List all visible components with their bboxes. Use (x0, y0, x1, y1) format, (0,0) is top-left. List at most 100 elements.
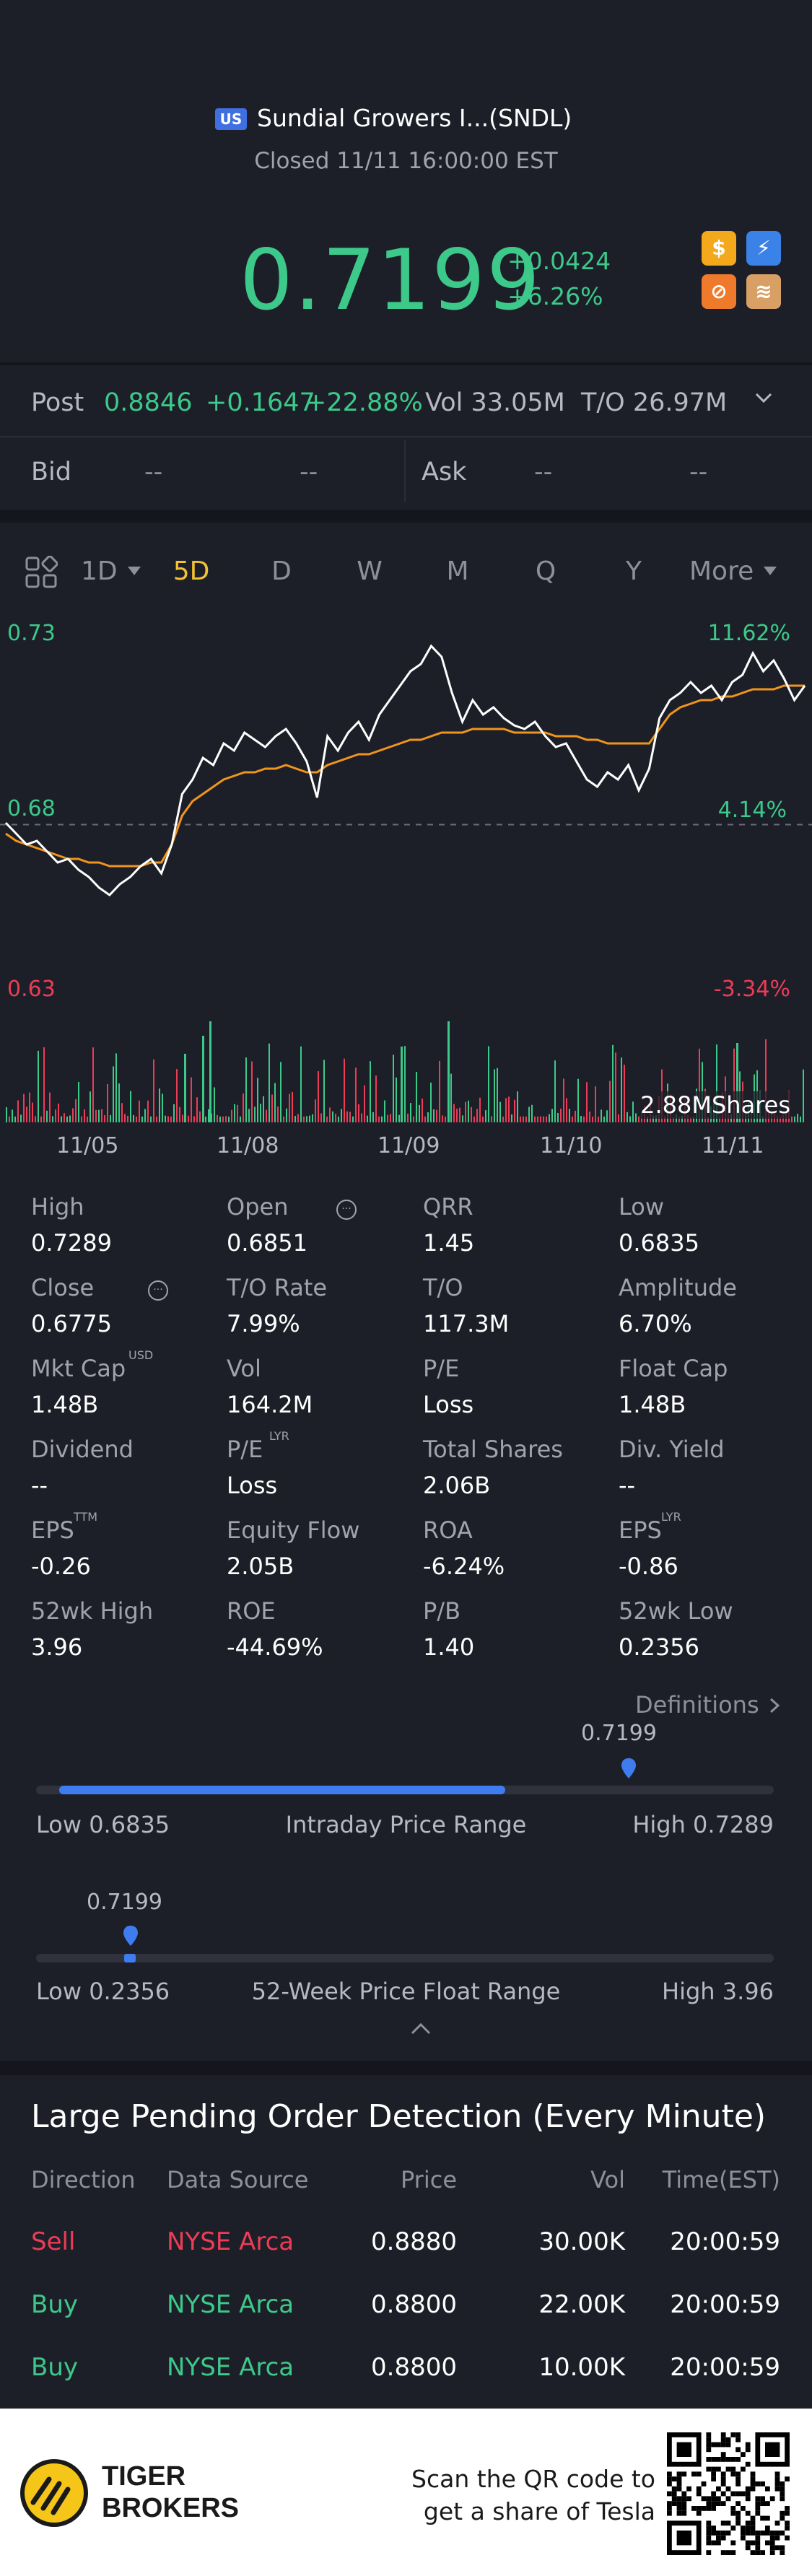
volume-bar (540, 1116, 541, 1122)
volume-bar (193, 1116, 195, 1122)
volume-bar (531, 1104, 533, 1122)
volume-bar (627, 1112, 628, 1122)
stat-label: 52wk Low (619, 1597, 733, 1625)
volume-bar (404, 1046, 406, 1122)
no-margin-icon[interactable]: ⊘ (702, 274, 736, 309)
week52-low: Low 0.2356 (36, 1978, 170, 2005)
volume-bar (407, 1113, 409, 1122)
volume-bar (121, 1103, 123, 1122)
volume-bar (329, 1107, 331, 1122)
volume-bar (364, 1085, 365, 1122)
volume-bar (159, 1088, 160, 1122)
price-line (4, 644, 806, 896)
stat-value: 3.96 (31, 1633, 83, 1661)
tab-m[interactable]: M (446, 556, 469, 586)
volume-bar (716, 1044, 717, 1122)
tab-d[interactable]: D (271, 556, 292, 586)
volume-bar (612, 1044, 614, 1122)
volume-bar (765, 1039, 767, 1122)
footer-cta-line1: Scan the QR code to (411, 2465, 655, 2493)
volume-bar (323, 1060, 325, 1122)
volume-bar (170, 1116, 172, 1122)
dollar-icon[interactable]: $ (702, 231, 736, 266)
volume-bar (228, 1116, 230, 1122)
x-label-1110: 11/10 (540, 1133, 603, 1158)
stat-label: High (31, 1193, 84, 1221)
tab-1d[interactable]: 1D (81, 556, 118, 586)
interval-caret-icon[interactable] (128, 567, 141, 575)
volume-bar (494, 1069, 495, 1122)
volume-bar (673, 1116, 674, 1122)
volume-bar (338, 1116, 339, 1122)
grid-layout-icon[interactable] (25, 556, 58, 589)
post-change: +0.1647 (206, 388, 315, 417)
tab-w[interactable]: W (357, 556, 383, 586)
volume-bar (427, 1112, 429, 1122)
volume-bar (442, 1115, 443, 1122)
price-change: +0.0424 (507, 247, 611, 275)
tab-5d[interactable]: 5D (173, 556, 210, 586)
y-right-label-mid: 4.14% (717, 798, 787, 823)
volume-bar (465, 1101, 466, 1122)
volume-bar (557, 1112, 559, 1122)
volume-bar (315, 1099, 316, 1122)
volume-bar (167, 1116, 169, 1122)
tab-more[interactable]: More (689, 556, 754, 586)
layers-icon[interactable]: ≋ (746, 274, 781, 309)
y-right-label-top: 11.62% (707, 621, 790, 646)
more-caret-icon[interactable] (764, 567, 777, 575)
orders-header-direction: Direction (31, 2166, 136, 2193)
volume-bar (664, 1116, 665, 1122)
definitions-link[interactable]: Definitions (635, 1691, 782, 1719)
volume-bar (101, 1109, 102, 1122)
y-right-label-bottom: -3.34% (713, 977, 790, 1002)
stat-value: 0.6835 (619, 1229, 699, 1257)
volume-bar (372, 1112, 374, 1122)
stat-label: 52wk High (31, 1597, 154, 1625)
volume-bar (341, 1109, 342, 1122)
volume-bar (592, 1117, 593, 1122)
volume-bar (344, 1058, 345, 1122)
volume-bar (283, 1116, 284, 1122)
order-price: 0.8800 (371, 2353, 457, 2382)
chevron-down-icon[interactable] (754, 388, 774, 408)
volume-bar (81, 1116, 82, 1122)
volume-bar (505, 1098, 507, 1122)
order-time: 20:00:59 (670, 2290, 780, 2319)
tab-q[interactable]: Q (535, 556, 556, 586)
y-left-label-top: 0.73 (7, 621, 56, 646)
lightning-icon[interactable]: ⚡ (746, 231, 781, 266)
volume-bar (318, 1071, 319, 1122)
volume-bar (569, 1109, 570, 1122)
stat-value: Loss (423, 1391, 474, 1418)
volume-bar (38, 1050, 39, 1122)
tab-y[interactable]: Y (626, 556, 642, 586)
stat-value: 1.40 (423, 1633, 475, 1661)
volume-bar (511, 1114, 512, 1122)
volume-bar (517, 1091, 518, 1122)
price-chart[interactable] (0, 614, 812, 1133)
order-source: NYSE Arca (167, 2290, 294, 2319)
stock-name[interactable]: Sundial Growers I...(SNDL) (257, 104, 572, 132)
week52-title: 52-Week Price Float Range (251, 1978, 561, 2005)
volume-bar (794, 1116, 795, 1122)
volume-bar (803, 1069, 804, 1122)
definitions-label[interactable]: Definitions (635, 1691, 759, 1719)
stat-value: -- (619, 1472, 636, 1499)
stat-label: P/B (423, 1597, 461, 1625)
info-icon[interactable]: ··· (336, 1200, 357, 1220)
volume-bar (234, 1104, 235, 1122)
intraday-range-fill (59, 1786, 505, 1794)
volume-bar (563, 1078, 564, 1122)
chevron-up-icon[interactable] (409, 2021, 433, 2037)
orders-title: Large Pending Order Detection (Every Min… (31, 2098, 767, 2135)
orders-header-time: Time(EST) (662, 2166, 780, 2193)
volume-bar (219, 1116, 221, 1122)
volume-bar (355, 1067, 357, 1122)
info-icon[interactable]: ··· (148, 1280, 168, 1301)
week52-range-track (36, 1954, 774, 1962)
volume-bar (681, 1115, 683, 1122)
x-label-1111: 11/11 (702, 1133, 764, 1158)
volume-bar (173, 1104, 175, 1122)
post-turnover: T/O 26.97M (581, 388, 728, 417)
